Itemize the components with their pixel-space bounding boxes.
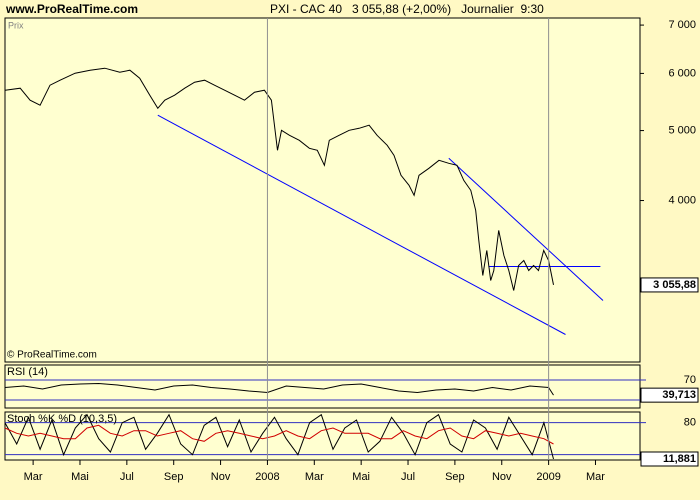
x-tick-label: Mai: [352, 471, 370, 483]
x-tick-label: Mar: [586, 471, 605, 483]
y-tick-label: 4 000: [668, 194, 696, 206]
series-line: [4, 413, 554, 460]
x-tick-label: Nov: [211, 471, 231, 483]
value-label: 39,713: [662, 389, 696, 401]
panel: [4, 17, 641, 363]
x-tick-label: Jul: [120, 471, 134, 483]
series-line: [5, 67, 554, 291]
site-name: www.ProRealTime.com: [5, 2, 138, 16]
y-tick-label: 70: [684, 374, 696, 386]
x-tick-label: Mai: [71, 471, 89, 483]
panel-label: Prix: [8, 20, 24, 30]
x-tick-label: 2008: [255, 471, 279, 483]
value-label: 3 055,88: [653, 279, 696, 291]
x-tick-label: Mar: [305, 471, 324, 483]
footer: © ProRealTime.com: [7, 350, 97, 361]
x-tick-label: 2009: [536, 471, 560, 483]
x-tick-label: Jul: [401, 471, 415, 483]
panel: [4, 364, 641, 409]
value-box: [640, 387, 699, 403]
x-tick-label: Nov: [492, 471, 512, 483]
y-tick-label: 80: [684, 417, 696, 429]
x-tick-label: Mar: [24, 471, 43, 483]
y-tick-label: 5 000: [668, 124, 696, 136]
value-box: [640, 451, 699, 467]
x-tick-label: Sep: [445, 471, 465, 483]
panel-title: Stoch %K %D (10,3,5): [7, 413, 117, 425]
x-tick-label: Sep: [164, 471, 184, 483]
series-line: [4, 424, 554, 445]
panel-title: RSI (14): [7, 366, 48, 378]
trend-line: [448, 157, 604, 301]
y-tick-label: 7 000: [668, 19, 696, 31]
series-line: [4, 382, 554, 396]
y-tick-label: 6 000: [668, 67, 696, 79]
chart-title: PXI - CAC 40 3 055,88 (+2,00%) Journalie…: [270, 2, 544, 16]
trend-line: [157, 114, 566, 335]
value-label: 11,881: [663, 453, 696, 465]
value-box: [640, 277, 699, 293]
